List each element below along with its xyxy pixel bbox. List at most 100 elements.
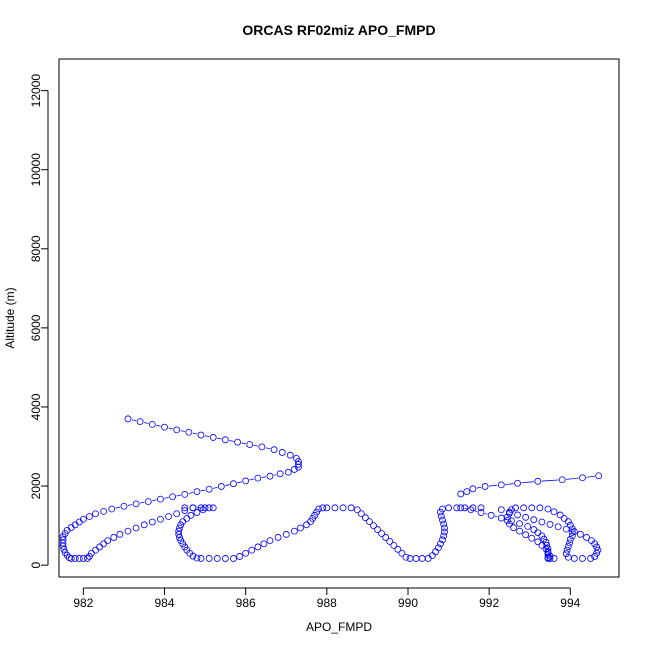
data-point (303, 521, 310, 529)
data-point (504, 517, 511, 524)
data-point (457, 504, 465, 512)
data-point (242, 477, 250, 485)
connector-line (261, 476, 267, 478)
data-point (564, 553, 572, 561)
data-point (402, 553, 410, 561)
data-point (463, 488, 471, 495)
data-point (546, 521, 554, 528)
data-point (213, 555, 221, 562)
data-point (59, 539, 67, 547)
data-point (439, 516, 446, 524)
connector-line (253, 444, 259, 447)
data-point (506, 508, 513, 516)
connector-line (200, 489, 206, 492)
connector-line (484, 513, 488, 515)
data-point (315, 505, 323, 513)
data-point (201, 504, 209, 512)
data-point (534, 538, 542, 546)
connector-line (168, 427, 173, 430)
data-point (556, 511, 564, 519)
data-point (173, 510, 181, 518)
data-point (562, 525, 570, 533)
data-point (504, 513, 511, 521)
data-point (140, 521, 148, 529)
data-point (562, 550, 570, 558)
connector-line (152, 499, 157, 502)
data-point (284, 468, 292, 476)
data-point (161, 423, 168, 431)
data-point (124, 415, 132, 423)
data-point (331, 504, 339, 512)
connector-line (115, 506, 121, 509)
data-point (570, 528, 578, 535)
data-point (274, 534, 282, 541)
data-point (595, 472, 603, 480)
connector-line (265, 447, 271, 450)
data-point (514, 511, 521, 519)
data-point (487, 511, 495, 519)
data-point (100, 540, 108, 548)
data-point (323, 504, 331, 512)
data-point (508, 506, 515, 514)
x-tick-label: 990 (398, 596, 418, 610)
data-point (382, 534, 390, 541)
data-point (290, 527, 298, 535)
data-point (530, 516, 538, 524)
data-point (230, 480, 237, 488)
data-point (514, 479, 521, 487)
connector-line (188, 492, 194, 494)
data-point (92, 510, 99, 518)
data-point (183, 515, 191, 522)
y-tick-label: 8000 (29, 235, 43, 262)
connector-line (204, 435, 210, 438)
connector-line (212, 486, 218, 489)
data-point (564, 543, 572, 550)
data-point (173, 426, 181, 434)
y-tick-label: 10000 (29, 153, 43, 187)
x-axis-label: APO_FMPD (306, 620, 372, 634)
connector-line (156, 424, 161, 427)
data-point (347, 504, 355, 512)
data-point (461, 504, 469, 512)
data-point (370, 522, 377, 529)
connector-line (273, 474, 277, 476)
data-point (319, 504, 327, 512)
data-point (132, 500, 140, 508)
data-point (290, 466, 298, 473)
data-point (566, 539, 573, 547)
data-point (361, 514, 369, 522)
data-point (246, 441, 254, 448)
data-point (390, 541, 398, 549)
data-point (353, 506, 361, 514)
data-point (583, 534, 590, 541)
data-point (108, 505, 116, 513)
data-point (181, 490, 189, 498)
data-point (439, 536, 446, 544)
data-point (497, 481, 505, 489)
connector-line (494, 515, 498, 518)
data-point (92, 546, 99, 554)
data-point (71, 555, 79, 562)
data-point (374, 526, 381, 533)
data-point (579, 555, 586, 562)
connector-line (139, 501, 145, 504)
data-point (217, 483, 225, 490)
data-point (295, 460, 302, 468)
data-point (124, 527, 132, 535)
data-point (221, 436, 229, 444)
data-point (510, 524, 517, 531)
data-point (157, 515, 164, 523)
data-point (457, 490, 465, 498)
data-point (577, 530, 584, 538)
data-point (248, 546, 256, 554)
data-point (467, 506, 475, 514)
data-point (165, 513, 172, 520)
connector-line (225, 484, 230, 486)
data-point (357, 510, 365, 518)
data-point (570, 555, 578, 562)
data-point (175, 530, 183, 538)
data-point (550, 555, 558, 562)
y-axis-label: Altitude (m) (3, 287, 17, 348)
data-point (522, 531, 530, 539)
